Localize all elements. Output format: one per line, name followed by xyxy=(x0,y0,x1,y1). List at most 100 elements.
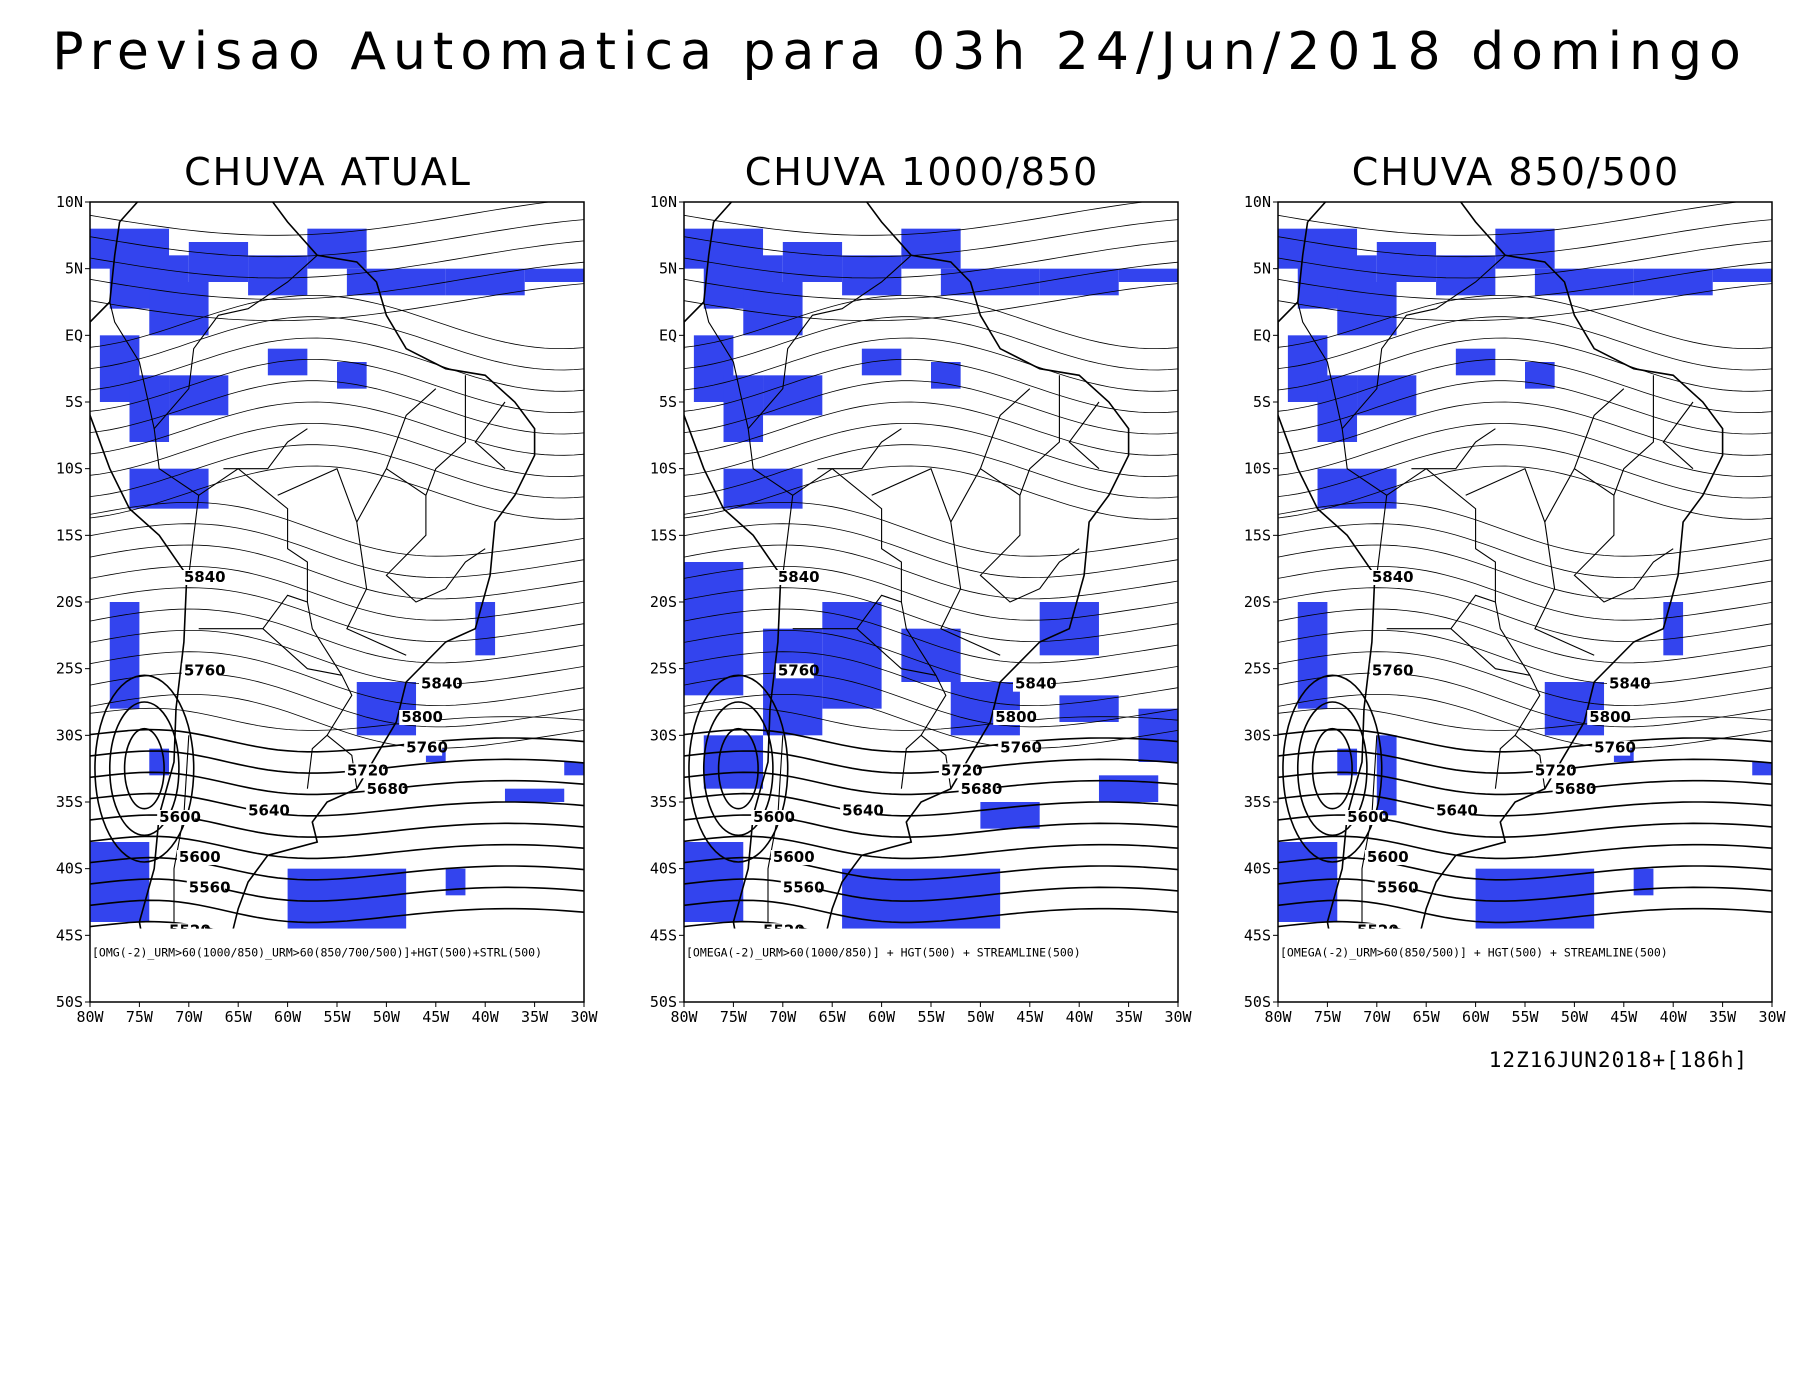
country-border xyxy=(1450,628,1531,676)
streamline xyxy=(90,835,584,860)
contour-label: 5760 xyxy=(1594,739,1636,757)
streamline xyxy=(90,608,584,664)
lat-tick-label: 10N xyxy=(650,193,677,211)
lat-tick-label: 25S xyxy=(650,660,677,678)
contour-label-bg xyxy=(993,710,1032,725)
lat-tick-label: 35S xyxy=(56,793,83,811)
rain-area xyxy=(931,362,961,389)
streamline xyxy=(684,423,1178,477)
streamline xyxy=(1278,728,1772,753)
lat-tick-label: 5N xyxy=(659,260,677,278)
contour-label-bg xyxy=(1012,676,1051,692)
contour-label: 5800 xyxy=(401,708,443,726)
contour-label-bg xyxy=(364,782,403,797)
streamline xyxy=(90,423,584,477)
contour-label: 5840 xyxy=(1372,568,1414,586)
rain-area xyxy=(980,802,1040,829)
streamline xyxy=(684,359,1178,413)
lat-tick-label: 35S xyxy=(1244,793,1271,811)
lon-tick-label: 80W xyxy=(76,1008,104,1026)
map-panel-chuva-1000-850: CHUVA 1000/850 5840 5760 5840 5800 5760 5720 5… xyxy=(650,150,1193,1050)
streamline xyxy=(684,878,1178,902)
map-layers xyxy=(1278,202,1772,929)
lon-tick-label: 45W xyxy=(422,1008,450,1026)
lat-tick-label: 40S xyxy=(1244,860,1271,878)
contour-label: 5600 xyxy=(1367,848,1409,866)
map-caption: [OMEGA(-2)_URM>60(850/500)] + HGT(500) +… xyxy=(1280,946,1668,960)
contour-label: 5840 xyxy=(778,568,820,586)
rain-area xyxy=(267,348,308,376)
contour-label: 5600 xyxy=(179,848,221,866)
streamline xyxy=(684,240,1178,279)
rain-area xyxy=(90,842,150,922)
streamline xyxy=(90,856,584,881)
panel-title: CHUVA 1000/850 xyxy=(744,150,1100,194)
streamline xyxy=(90,316,584,371)
contour-label: 5840 xyxy=(1609,675,1651,693)
country-border xyxy=(1386,468,1541,789)
contour-label-bg xyxy=(1345,810,1384,825)
contour-label-bg xyxy=(344,763,383,779)
streamline xyxy=(684,202,1147,236)
streamline xyxy=(1278,337,1772,392)
streamline xyxy=(90,587,584,643)
streamline xyxy=(90,878,584,902)
lon-tick-label: 55W xyxy=(1511,1008,1539,1026)
contour-label: 5760 xyxy=(1372,661,1414,679)
lon-tick-label: 60W xyxy=(1462,1008,1490,1026)
contour-label-bg xyxy=(186,880,225,896)
contour-label-bg xyxy=(1532,763,1571,779)
streamline xyxy=(1278,792,1772,817)
lat-tick-label: 15S xyxy=(56,526,83,544)
lat-tick-label: 15S xyxy=(1244,526,1271,544)
contour-label-bg xyxy=(1606,676,1645,692)
streamline xyxy=(90,771,584,796)
rain-area xyxy=(1278,842,1338,922)
streamline xyxy=(1278,423,1772,477)
rain-area xyxy=(149,748,170,776)
streamline xyxy=(1278,587,1772,643)
contour-label: 5720 xyxy=(1535,761,1577,779)
rain-area xyxy=(1059,695,1119,722)
low-pressure-contour xyxy=(1311,727,1353,810)
map-layers xyxy=(684,202,1178,929)
streamline xyxy=(90,401,584,456)
streamline xyxy=(684,750,1178,774)
lat-tick-label: EQ xyxy=(65,326,83,344)
caption-band xyxy=(90,928,584,1002)
streamline xyxy=(684,835,1178,860)
country-border xyxy=(1411,428,1496,470)
lon-tick-label: 70W xyxy=(769,1008,797,1026)
contour-label: 5840 xyxy=(421,675,463,693)
lon-tick-label: 30W xyxy=(1758,1008,1786,1026)
contour-label-bg xyxy=(404,740,443,756)
map-panel-chuva-850-500: CHUVA 850/500 5840 5760 5840 5800 5760 5720 56… xyxy=(1244,150,1787,1050)
lat-tick-label: 10S xyxy=(1244,460,1271,478)
lon-tick-label: 75W xyxy=(1314,1008,1342,1026)
streamline xyxy=(1278,750,1772,774)
page-title: Previsao Automatica para 03h 24/Jun/2018… xyxy=(52,22,1748,82)
contour-label: 5840 xyxy=(184,568,226,586)
contour-label-bg xyxy=(1369,570,1408,585)
rain-area xyxy=(445,268,525,296)
streamline xyxy=(684,501,1178,557)
country-border xyxy=(277,467,407,656)
streamline xyxy=(684,401,1178,456)
rain-area xyxy=(684,562,744,696)
streamline xyxy=(90,728,584,753)
rain-area xyxy=(169,375,229,416)
streamline xyxy=(1278,444,1772,499)
contour-label-bg xyxy=(246,803,285,819)
rain-area xyxy=(445,868,466,896)
low-pressure-contour xyxy=(1282,674,1383,863)
lon-tick-label: 35W xyxy=(521,1008,549,1026)
rain-area xyxy=(524,268,584,282)
lon-tick-label: 75W xyxy=(126,1008,154,1026)
streamline xyxy=(90,380,584,435)
rain-area xyxy=(1633,268,1713,296)
init-time-label: 12Z16JUN2018+[186h] xyxy=(1488,1048,1748,1072)
streamline xyxy=(90,899,584,924)
contour-label-bg xyxy=(1552,782,1591,797)
